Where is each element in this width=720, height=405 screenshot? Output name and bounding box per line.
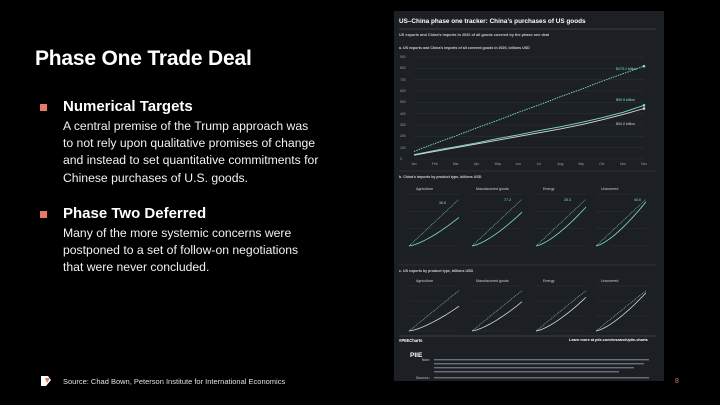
x-tick-label: May: [494, 162, 502, 166]
x-tick-label: Feb: [431, 162, 438, 166]
mini-actual-line: [595, 292, 647, 332]
x-tick-label: Nov: [620, 162, 627, 166]
series-endpoint: [642, 104, 646, 107]
panel-c-label: c. US exports by product type, billions …: [399, 269, 474, 273]
hashtag: #PIIECharts: [399, 338, 423, 343]
panel-b-value: 77.2: [504, 198, 511, 202]
brand-logo-icon: [41, 376, 51, 386]
bullet-heading: Numerical Targets: [63, 98, 193, 115]
series-commitment-line: [413, 65, 645, 152]
source-citation: Source: Chad Bown, Peterson Institute fo…: [63, 377, 286, 386]
mini-target-line: [535, 290, 587, 332]
page-number: 8: [675, 378, 679, 385]
bullet-numerical-targets: Numerical Targets A central premise of t…: [40, 98, 358, 187]
piie-logo: PIIE: [410, 352, 423, 359]
y-tick-label: 200: [400, 134, 406, 139]
mini-actual-line: [471, 301, 523, 332]
bullet-marker: [40, 211, 47, 218]
x-tick-label: Jul: [536, 162, 541, 166]
mini-actual-line: [535, 206, 587, 247]
bullet-line: Many of the more systemic concerns were: [63, 226, 292, 240]
bullet-body: Many of the more systemic concerns were …: [63, 225, 358, 277]
x-tick-label: Jun: [515, 162, 521, 166]
panel-a-series: [413, 64, 646, 156]
y-tick-label: 700: [400, 77, 406, 82]
learn-more-link[interactable]: Learn more at piie.com/research/piie-cha…: [569, 338, 648, 342]
x-tick-label: Dec: [641, 162, 648, 166]
x-tick-label: Oct: [599, 162, 605, 166]
x-tick-label: Mar: [452, 162, 459, 166]
panel-a-grid: [414, 56, 644, 160]
annotation-commitment: $173.1 billion: [616, 67, 638, 71]
panel-b-category: Uncovered: [601, 187, 619, 191]
mini-target-line: [408, 290, 460, 332]
bullet-body: A central premise of the Trump approach …: [63, 118, 358, 187]
bullet-line: postponed to a set of follow-on negotiat…: [63, 243, 299, 258]
panel-b-category: Manufactured goods: [476, 187, 509, 191]
mini-target-line: [471, 198, 523, 247]
x-tick-label: Sep: [578, 162, 585, 166]
mini-actual-line: [595, 201, 647, 247]
panel-b-category: Energy: [543, 187, 555, 191]
panel-c-category: Energy: [543, 279, 555, 283]
panel-b-small-multiples: [408, 193, 647, 247]
note-fineprint: [434, 359, 649, 379]
mini-target-line: [471, 290, 523, 332]
y-tick-label: 600: [400, 89, 406, 93]
infographic-title: US–China phase one tracker: China’s purc…: [399, 18, 586, 25]
mini-actual-line: [471, 211, 523, 247]
x-tick-label: Jan: [411, 162, 417, 166]
panel-b-category: Agriculture: [416, 187, 434, 191]
mini-target-line: [595, 198, 647, 247]
panel-c-category: Uncovered: [601, 279, 619, 283]
mini-target-line: [535, 198, 587, 247]
infographic-graphics: [399, 28, 656, 379]
mini-target-line: [408, 198, 460, 247]
slide-title: Phase One Trade Deal: [35, 47, 252, 70]
annotation-china-imports: $99.9 billion: [616, 98, 636, 102]
y-tick-label: 100: [400, 145, 406, 150]
x-tick-label: Apr: [473, 162, 479, 166]
y-tick-label: 0: [400, 157, 402, 161]
series-endpoint: [642, 107, 646, 110]
series-us-exports-line: [413, 108, 645, 156]
y-tick-label: 400: [400, 111, 406, 116]
bullet-line: A central premise of the Trump approach …: [63, 119, 309, 133]
sources-label: Sources:: [416, 376, 430, 380]
bullet-marker: [40, 104, 47, 111]
bullet-phase-two-deferred: Phase Two Deferred Many of the more syst…: [40, 205, 358, 277]
y-tick-label: 500: [400, 100, 406, 105]
y-tick-label: 900: [400, 55, 406, 59]
mini-actual-line: [408, 217, 460, 247]
note-label: Note:: [422, 358, 431, 362]
series-china-imports-line: [413, 104, 645, 156]
annotation-us-exports: $94.0 billion: [616, 122, 636, 126]
x-tick-label: Aug: [557, 162, 564, 166]
y-tick-label: 800: [400, 66, 406, 71]
panel-c-category: Agriculture: [416, 279, 434, 283]
infographic-subtitle: US exports and China’s imports in 2020 o…: [399, 33, 550, 37]
panel-a-label: a. US exports and China’s imports of all…: [399, 46, 530, 50]
panel-c-small-multiples: [408, 285, 647, 332]
y-tick-label: 300: [400, 123, 406, 127]
bullet-heading: Phase Two Deferred: [63, 205, 207, 222]
bullet-line: Chinese purchases of U.S. goods.: [63, 170, 248, 185]
panel-b-value: 40.6: [634, 198, 641, 202]
panel-b-label: b. China’s imports by product type, bill…: [399, 175, 482, 179]
bullet-line: to not rely upon qualitative promises of…: [63, 136, 316, 151]
panel-c-category: Manufactured goods: [476, 279, 509, 283]
mini-actual-line: [535, 296, 587, 332]
bullet-line: that were never concluded.: [63, 260, 210, 275]
panel-b-value: 25.3: [564, 198, 571, 202]
bullet-line: and instead to set quantitative commitme…: [63, 153, 319, 168]
panel-b-value: 36.6: [439, 201, 446, 205]
mini-actual-line: [408, 305, 460, 332]
series-endpoint: [642, 64, 646, 68]
trade-tracker-infographic: US–China phase one tracker: China’s purc…: [394, 11, 664, 381]
mini-target-line: [595, 290, 647, 332]
